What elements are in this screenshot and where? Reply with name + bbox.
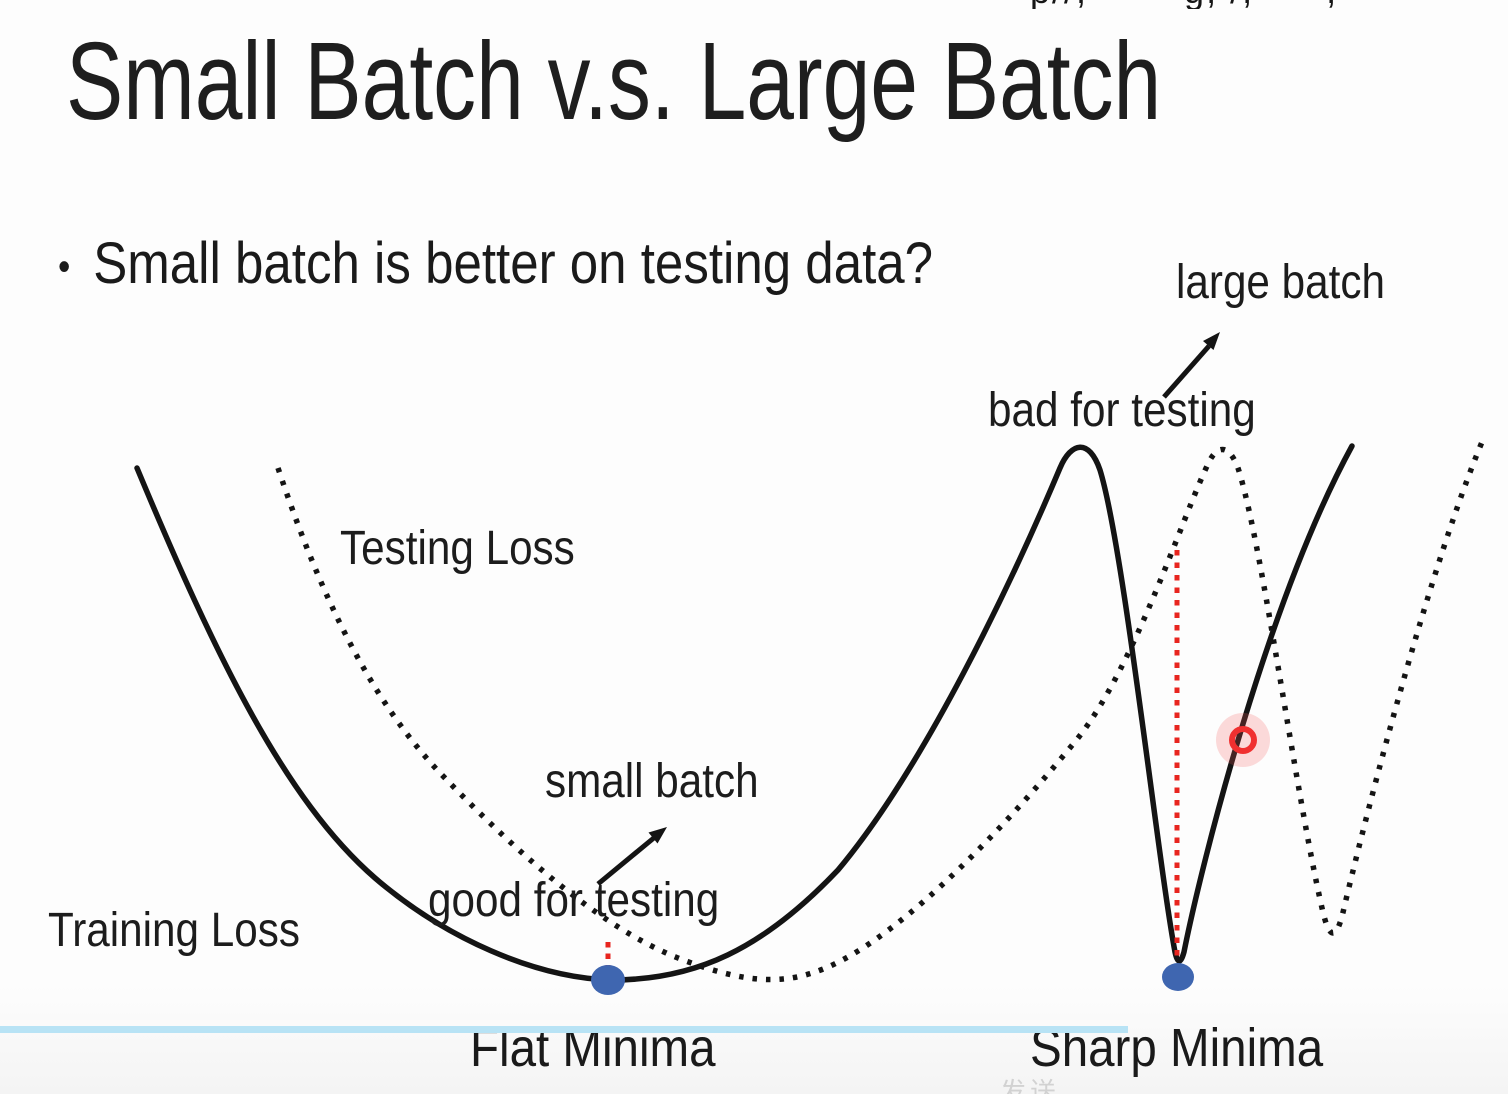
bullet-text: Small batch is better on testing data?	[93, 231, 934, 296]
label-good-for-testing: good for testing	[428, 874, 720, 927]
laser-pointer-dot	[1216, 713, 1270, 767]
arrow-small-batch	[596, 827, 667, 886]
label-bad-for-testing: bad for testing	[988, 384, 1256, 437]
top-clipped-citation: p//, g, /, ,	[1030, 0, 1490, 9]
arrow-large-batch	[1162, 332, 1220, 399]
watermark-text: 发送	[1000, 1077, 1061, 1094]
page-title: Small Batch v.s. Large Batch	[66, 20, 1162, 143]
label-training-loss: Training Loss	[48, 904, 300, 957]
top-clipped-citation-text: p//, g, /, ,	[1030, 0, 1338, 9]
bottom-highlight-line	[0, 1026, 1128, 1033]
label-small-batch: small batch	[545, 755, 759, 808]
label-testing-loss: Testing Loss	[340, 522, 575, 575]
training-loss-curve	[134, 443, 1355, 983]
flat-minimum-dot	[591, 965, 625, 995]
testing-loss-curve	[275, 440, 1485, 983]
label-large-batch: large batch	[1176, 256, 1385, 309]
bullet-dot-icon: •	[58, 244, 71, 289]
sharp-minimum-dot	[1162, 963, 1194, 991]
bullet-item: • Small batch is better on testing data?	[58, 232, 933, 296]
